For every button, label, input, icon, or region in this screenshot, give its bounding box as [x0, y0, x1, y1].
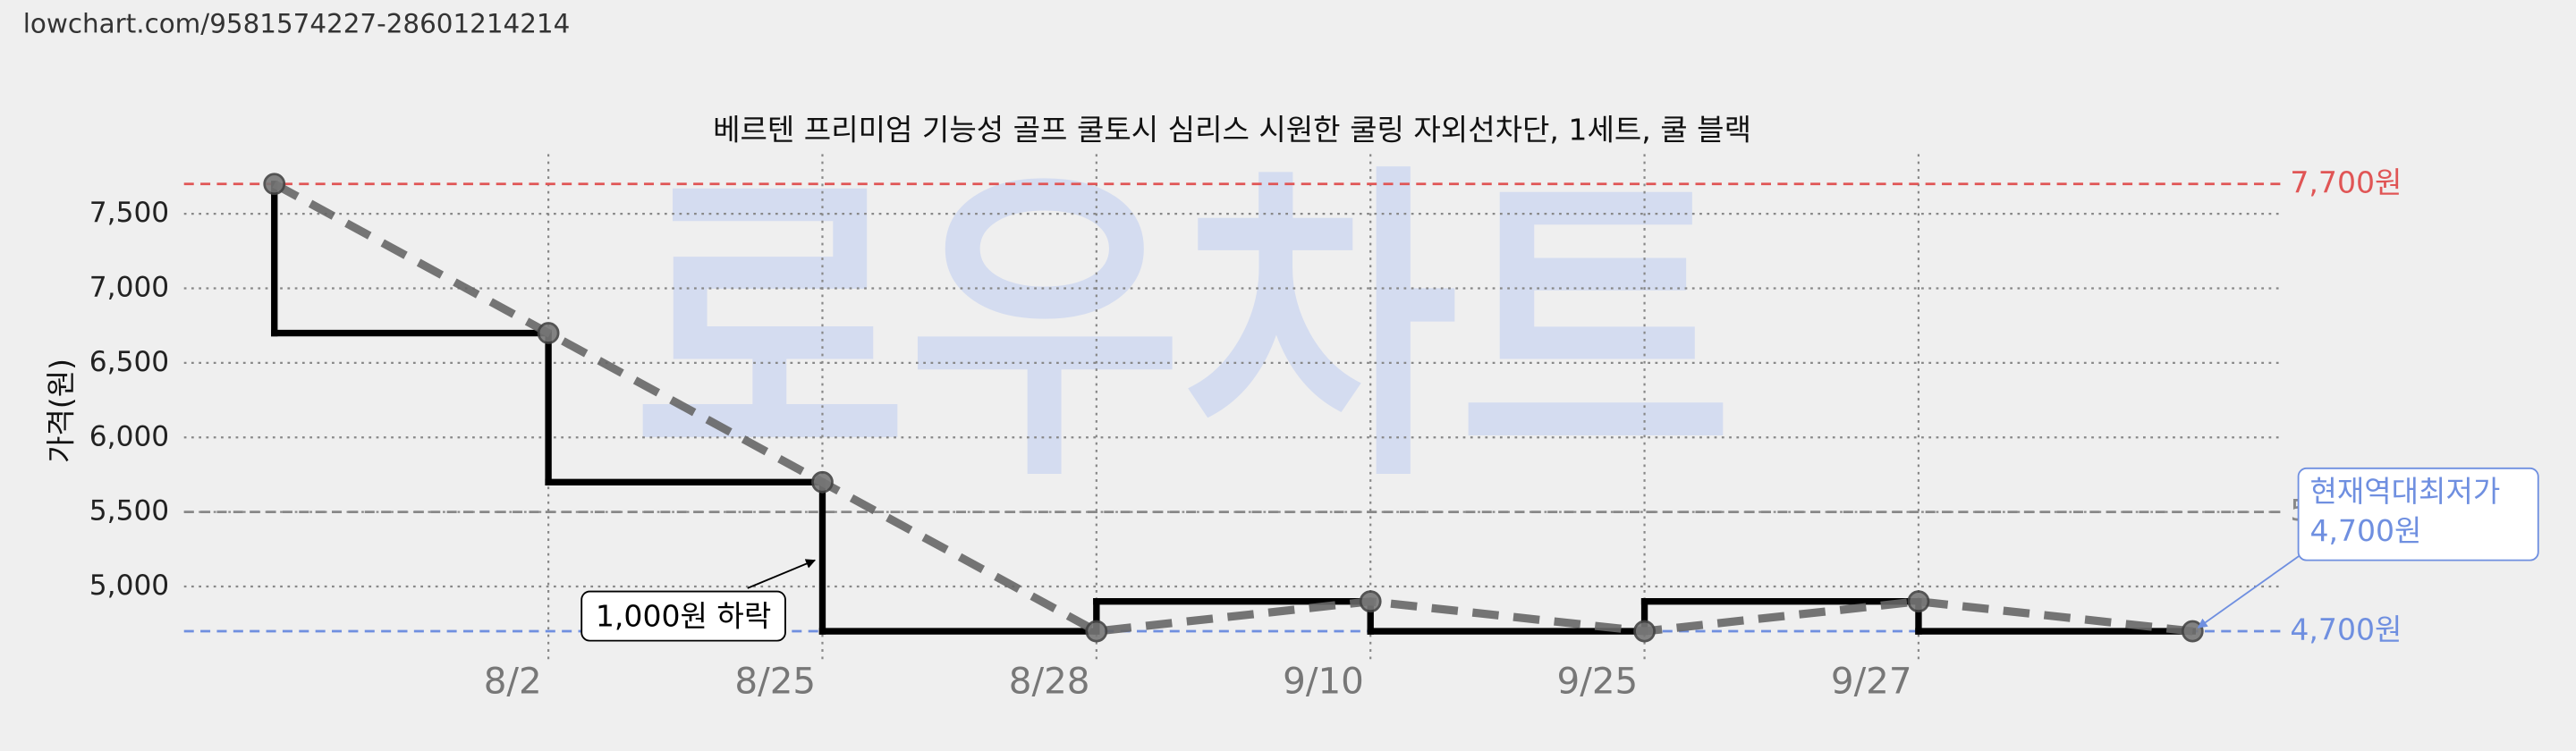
annotation-arrow [747, 559, 817, 589]
x-tick-label: 8/28 [1009, 659, 1090, 702]
y-axis-label: 가격(원) [43, 359, 78, 463]
y-tick-label: 7,500 [89, 197, 169, 229]
annotation-text: 4,700원 [2309, 513, 2421, 548]
x-tick-label: 9/27 [1831, 659, 1912, 702]
y-tick-label: 5,000 [89, 570, 169, 602]
annotation-arrow [2197, 554, 2301, 629]
y-tick-label: 5,500 [89, 495, 169, 527]
price-marker [1633, 620, 1656, 643]
price-marker [1359, 590, 1382, 613]
reference-label: 7,700원 [2290, 165, 2402, 199]
watermark: 로우차트 [632, 139, 1733, 521]
x-tick-label: 9/25 [1557, 659, 1639, 702]
trend-line [272, 180, 2193, 636]
x-tick-label: 8/2 [484, 659, 542, 702]
price-marker [1907, 590, 1930, 613]
chart-title: 베르텐 프리미엄 기능성 골프 쿨토시 심리스 시원한 쿨링 자외선차단, 1세… [713, 113, 1751, 148]
annotation-box [2297, 467, 2539, 561]
price-marker [537, 322, 560, 344]
y-tick-label: 6,000 [89, 420, 169, 452]
price-marker [811, 470, 834, 494]
x-tick-label: 8/25 [734, 659, 816, 702]
annotation-box [580, 590, 786, 642]
x-tick-label: 9/10 [1283, 659, 1364, 702]
y-tick-label: 6,500 [89, 346, 169, 378]
price-marker [1085, 620, 1108, 643]
reference-label: 4,700원 [2290, 612, 2402, 647]
annotation-text: 1,000원 하락 [596, 598, 771, 633]
annotation-text: 현재역대최저가 [2309, 474, 2500, 509]
y-tick-label: 7,000 [89, 271, 169, 303]
url: lowchart.com/9581574227-28601214214 [23, 8, 571, 38]
price-marker [263, 173, 286, 196]
price-marker [2181, 620, 2204, 643]
